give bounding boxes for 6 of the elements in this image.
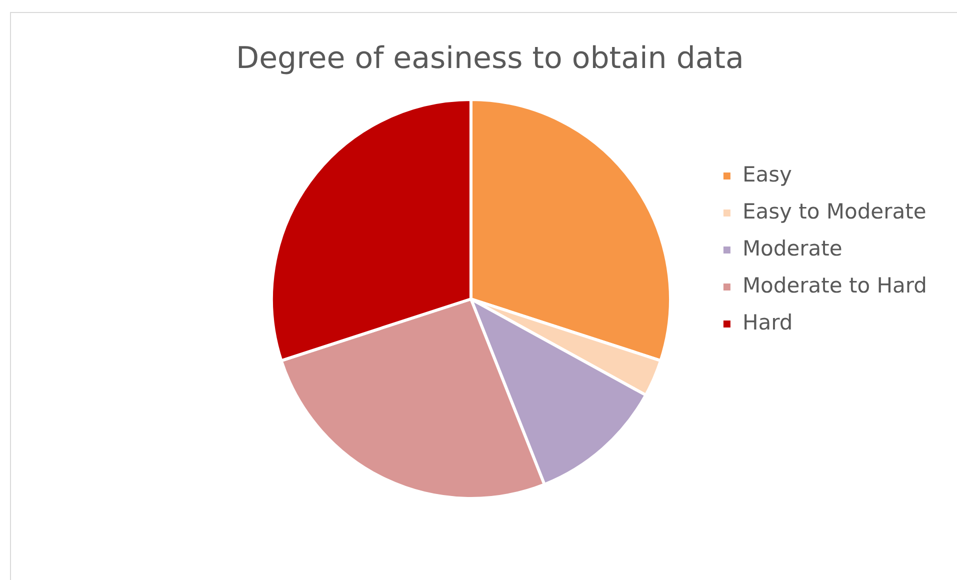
legend-label: Moderate xyxy=(742,236,842,260)
chart-title: Degree of easiness to obtain data xyxy=(236,40,744,76)
legend-label: Easy to Moderate xyxy=(742,199,926,224)
legend-label: Easy xyxy=(742,162,792,186)
legend-label: Moderate to Hard xyxy=(742,273,927,298)
legend-label: Hard xyxy=(742,310,793,334)
